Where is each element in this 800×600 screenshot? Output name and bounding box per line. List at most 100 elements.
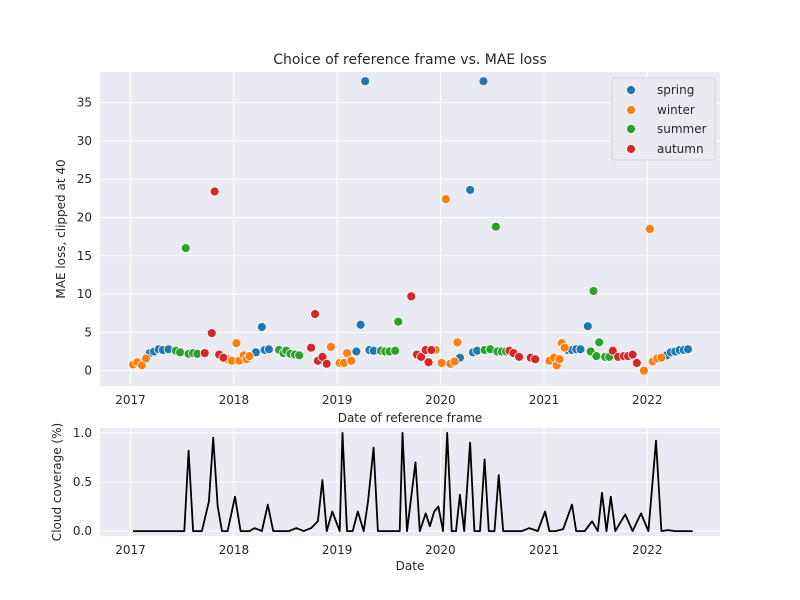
- top-x-tick-label: 2017: [115, 393, 146, 407]
- legend-label-winter: winter: [657, 103, 695, 117]
- top-y-tick-label: 10: [77, 287, 92, 301]
- data-point-spring: [351, 346, 362, 357]
- top-y-tick-label: 20: [77, 211, 92, 225]
- data-point-autumn: [607, 345, 618, 356]
- data-point-winter: [141, 353, 152, 364]
- data-point-winter: [644, 224, 655, 234]
- data-point-summer: [591, 351, 602, 362]
- top-y-tick-label: 15: [77, 249, 92, 263]
- data-point-autumn: [423, 357, 434, 368]
- legend-item-summer: summer: [626, 122, 707, 136]
- bottom-y-axis-label: Cloud coverage (%): [50, 423, 64, 541]
- data-point-spring: [465, 185, 476, 195]
- top-y-tick-label: 35: [77, 96, 92, 110]
- top-x-tick-labels: 2017 2018 2019 2020 2021 2022: [115, 393, 662, 407]
- data-point-autumn: [530, 354, 541, 365]
- bottom-y-tick-labels: 0.0 0.5 1.0: [73, 426, 92, 538]
- data-point-winter: [231, 338, 242, 349]
- bottom-x-tick-labels: 2017 2018 2019 2020 2021 2022: [115, 543, 662, 557]
- legend-item-spring: spring: [626, 83, 694, 97]
- data-point-spring: [683, 344, 693, 355]
- top-chart-title: Choice of reference frame vs. MAE loss: [273, 52, 547, 68]
- data-point-autumn: [514, 351, 524, 362]
- legend-box: [611, 77, 716, 161]
- data-point-autumn: [631, 358, 642, 368]
- data-point-winter: [326, 342, 336, 352]
- data-point-winter: [656, 352, 667, 363]
- top-y-tick-label: 5: [84, 325, 92, 339]
- top-y-tick-label: 0: [84, 364, 92, 378]
- data-point-winter: [342, 348, 352, 358]
- data-point-autumn: [209, 186, 220, 197]
- mae-scatter-chart: 2017 2018 2019 2020 2021 2022 05101520253035 …: [54, 52, 720, 425]
- top-x-tick-label: 2018: [219, 393, 250, 407]
- data-point-spring: [355, 319, 366, 330]
- data-point-autumn: [627, 349, 638, 360]
- top-y-tick-label: 25: [77, 172, 92, 186]
- data-point-summer: [180, 243, 191, 254]
- data-point-summer: [175, 347, 185, 358]
- bottom-line-marks: [133, 431, 693, 532]
- cloud-coverage-chart: 2017 2018 2019 2020 2021 2022 0.00.51.0 Date …: [50, 423, 720, 573]
- data-point-spring: [264, 344, 274, 355]
- data-point-autumn: [426, 345, 437, 355]
- legend-marker-spring: [626, 85, 636, 95]
- data-point-autumn: [310, 309, 320, 319]
- data-point-winter: [452, 337, 463, 348]
- top-y-tick-labels: 0 5 10 15 20 25 30 35: [77, 96, 92, 378]
- legend-label-spring: spring: [657, 83, 694, 97]
- top-x-tick-label: 2021: [529, 393, 560, 407]
- legend-item-autumn: autumn: [626, 142, 704, 156]
- data-point-autumn: [218, 352, 229, 363]
- data-point-summer: [393, 316, 404, 327]
- top-y-tick-label: 30: [77, 134, 92, 148]
- data-point-winter: [638, 365, 649, 376]
- data-point-autumn: [199, 348, 210, 358]
- bottom-y-tick-label: 0.5: [73, 475, 92, 489]
- legend-marker-winter: [626, 105, 636, 115]
- data-point-summer: [390, 345, 401, 356]
- data-point-summer: [294, 350, 305, 361]
- bottom-x-tick-label: 2022: [632, 543, 663, 557]
- cloud-coverage-line: [133, 431, 693, 532]
- bottom-x-tick-label: 2018: [219, 543, 250, 557]
- bottom-x-tick-label: 2021: [529, 543, 560, 557]
- legend-label-autumn: autumn: [657, 142, 704, 156]
- bottom-x-tick-label: 2017: [115, 543, 146, 557]
- bottom-grid: [100, 428, 720, 536]
- data-point-winter: [554, 354, 565, 365]
- data-point-spring: [360, 76, 371, 87]
- data-point-summer: [594, 337, 605, 348]
- bottom-x-tick-label: 2019: [322, 543, 353, 557]
- data-point-spring: [582, 321, 593, 332]
- data-point-winter: [436, 358, 447, 368]
- bottom-x-tick-label: 2020: [425, 543, 456, 557]
- data-point-autumn: [306, 342, 316, 353]
- bottom-x-axis-label: Date: [396, 559, 425, 573]
- top-x-tick-label: 2020: [425, 393, 456, 407]
- data-point-autumn: [406, 291, 417, 302]
- top-x-tick-label: 2022: [632, 393, 663, 407]
- top-data-points: [128, 76, 693, 376]
- data-point-autumn: [206, 328, 217, 339]
- legend-label-summer: summer: [657, 122, 707, 136]
- data-point-winter: [440, 194, 451, 205]
- legend: spring winter summer autumn: [611, 77, 716, 161]
- top-x-axis-label: Date of reference frame: [338, 411, 483, 425]
- data-point-autumn: [416, 351, 427, 362]
- data-point-spring: [256, 322, 267, 332]
- data-point-summer: [588, 286, 599, 296]
- legend-marker-summer: [626, 124, 636, 134]
- data-point-winter: [449, 356, 460, 367]
- bottom-y-tick-label: 0.0: [73, 524, 92, 538]
- data-point-summer: [490, 221, 501, 232]
- top-x-tick-label: 2019: [322, 393, 353, 407]
- data-point-autumn: [321, 358, 332, 369]
- data-point-spring: [575, 344, 586, 355]
- data-point-winter: [559, 342, 570, 353]
- bottom-y-tick-label: 1.0: [73, 426, 92, 440]
- data-point-winter: [346, 355, 357, 366]
- data-point-spring: [478, 76, 489, 87]
- legend-marker-autumn: [626, 144, 636, 154]
